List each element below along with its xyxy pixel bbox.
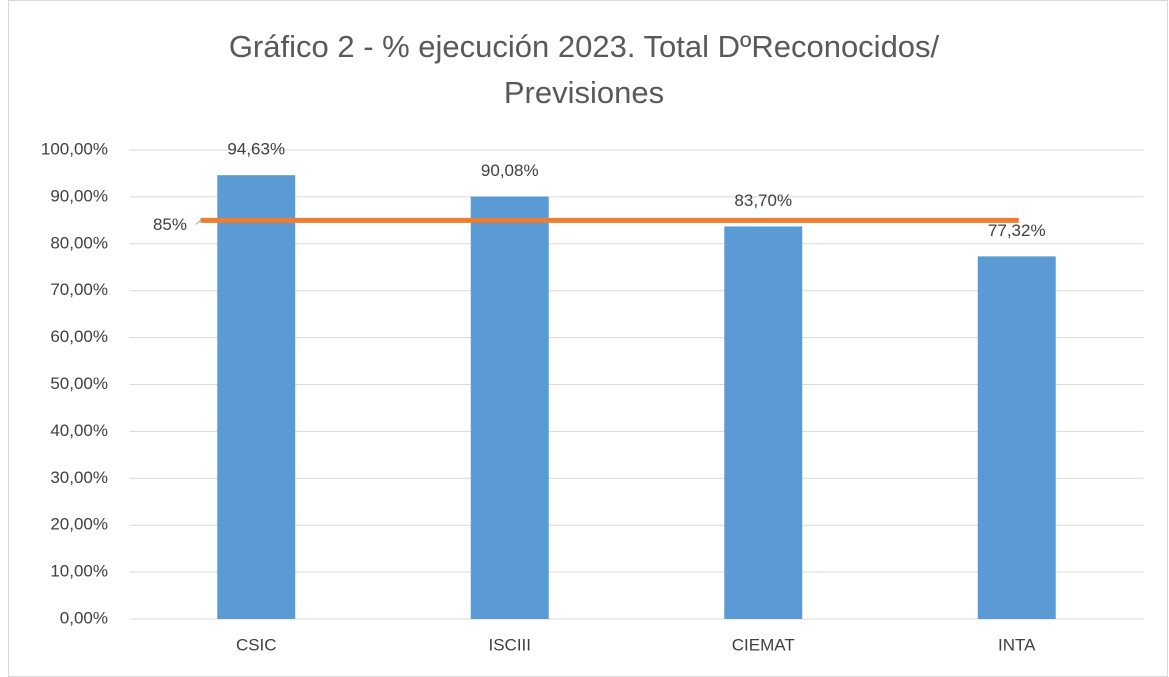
y-tick-label: 20,00% bbox=[50, 515, 108, 534]
y-tick-label: 50,00% bbox=[50, 374, 108, 393]
x-tick-label: CSIC bbox=[236, 635, 277, 654]
y-tick-label: 0,00% bbox=[60, 608, 108, 627]
data-label: 94,63% bbox=[227, 140, 285, 159]
data-label: 77,32% bbox=[988, 221, 1046, 240]
y-tick-label: 60,00% bbox=[50, 327, 108, 346]
bar bbox=[217, 175, 296, 619]
bar bbox=[470, 196, 549, 620]
y-tick-label: 100,00% bbox=[41, 139, 108, 158]
y-tick-label: 90,00% bbox=[50, 186, 108, 205]
bar bbox=[724, 226, 803, 619]
bar bbox=[977, 256, 1056, 619]
y-tick-label: 70,00% bbox=[50, 280, 108, 299]
x-tick-label: INTA bbox=[998, 635, 1036, 654]
chart-title: Gráfico 2 - % ejecución 2023. Total DºRe… bbox=[228, 29, 940, 110]
y-tick-label: 80,00% bbox=[50, 233, 108, 252]
x-tick-label: CIEMAT bbox=[732, 635, 795, 654]
y-tick-label: 10,00% bbox=[50, 562, 108, 581]
y-tick-label: 40,00% bbox=[50, 421, 108, 440]
data-label: 83,70% bbox=[734, 191, 792, 210]
data-label: 90,08% bbox=[481, 161, 539, 180]
x-tick-label: ISCIII bbox=[488, 635, 531, 654]
leader-line bbox=[195, 219, 201, 225]
reference-label: 85% bbox=[153, 215, 187, 234]
y-tick-label: 30,00% bbox=[50, 468, 108, 487]
